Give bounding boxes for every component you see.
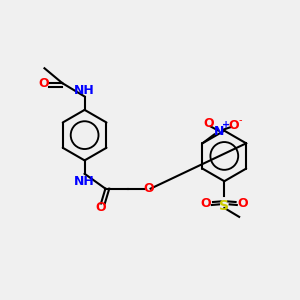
- Text: O: O: [237, 197, 248, 210]
- Text: O: O: [203, 118, 214, 130]
- Text: S: S: [219, 199, 229, 213]
- Text: O: O: [39, 76, 49, 90]
- Text: O: O: [228, 119, 239, 132]
- Text: -: -: [238, 116, 242, 125]
- Text: O: O: [143, 182, 154, 195]
- Text: O: O: [96, 202, 106, 214]
- Text: N: N: [214, 125, 224, 138]
- Text: O: O: [201, 197, 211, 210]
- Text: NH: NH: [74, 175, 95, 188]
- Text: NH: NH: [74, 83, 95, 97]
- Text: +: +: [222, 121, 230, 130]
